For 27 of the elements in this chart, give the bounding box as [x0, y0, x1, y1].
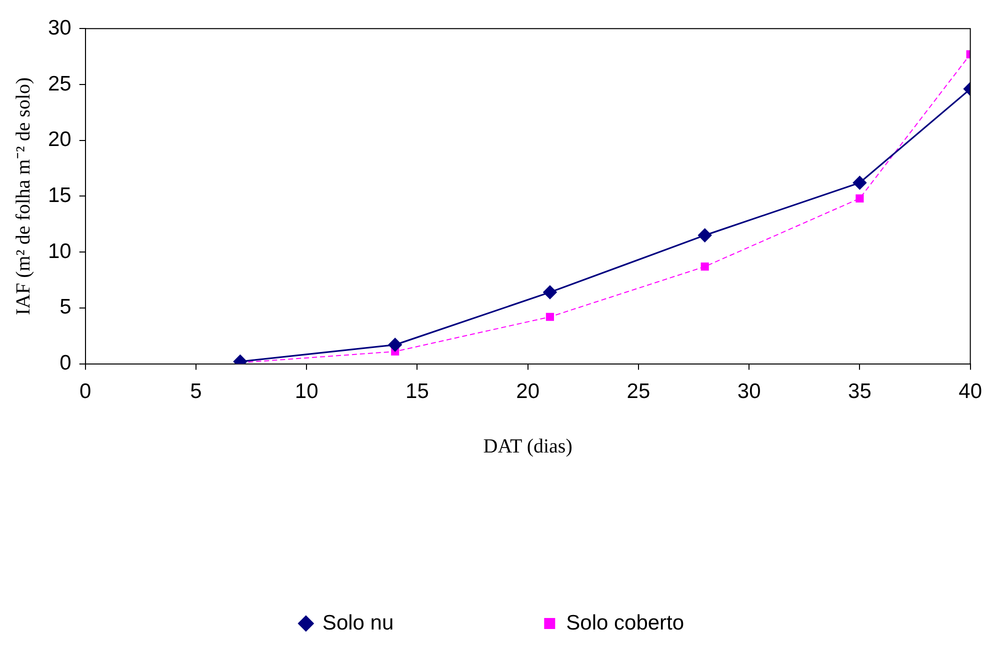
point: [856, 194, 864, 202]
point: [700, 262, 709, 271]
x-tick-label: 40: [958, 380, 982, 404]
point: [698, 228, 712, 242]
y-tick-label: 10: [48, 240, 72, 263]
point: [388, 338, 402, 352]
x-tick-label: 20: [516, 380, 540, 404]
y-tick-label: 15: [48, 184, 72, 207]
y-axis-title: IAF (m² de folha m⁻² de solo): [12, 77, 34, 316]
legend-label: Solo coberto: [566, 611, 684, 634]
x-tick-label: 35: [848, 380, 872, 404]
x-tick-label: 15: [406, 380, 429, 404]
y-tick-label: 25: [48, 72, 72, 96]
legend-label: Solo nu: [322, 611, 394, 634]
x-axis-title: DAT (dias): [483, 435, 572, 458]
point: [543, 285, 557, 300]
point: [852, 176, 866, 190]
x-tick-label: 10: [294, 380, 318, 404]
x-tick-label: 30: [737, 380, 761, 404]
y-tick-label: 0: [60, 352, 72, 375]
point: [546, 312, 554, 321]
x-tick-label: 25: [626, 380, 650, 404]
x-tick-label: 0: [80, 380, 92, 404]
y-tick-label: 30: [48, 16, 72, 40]
x-tick-label: 5: [190, 380, 202, 404]
y-tick-label: 20: [48, 128, 72, 152]
y-tick-label: 5: [60, 296, 72, 319]
